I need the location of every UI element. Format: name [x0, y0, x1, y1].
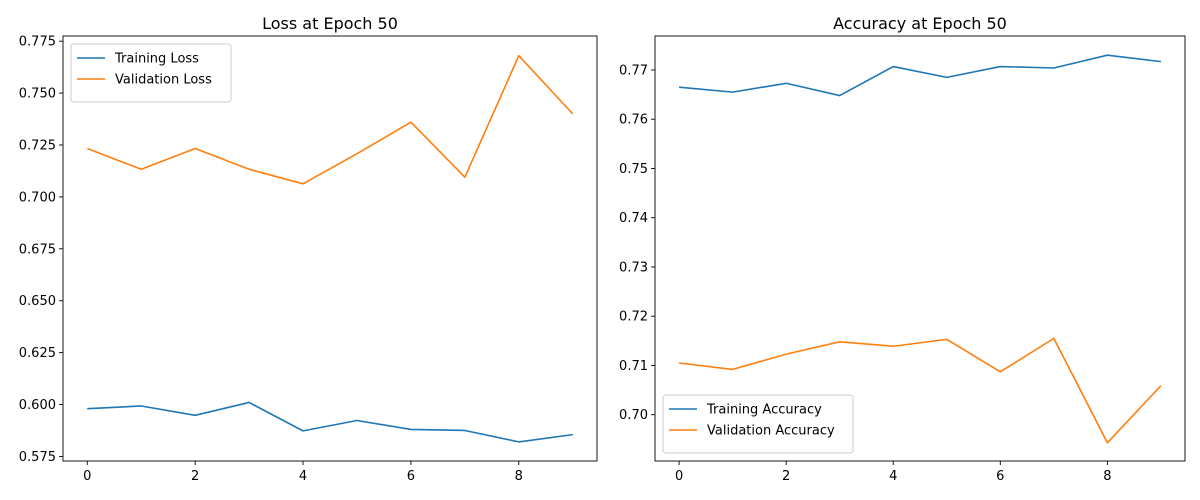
y-tick-label: 0.72	[619, 310, 648, 325]
y-tick-label: 0.725	[19, 139, 56, 154]
legend-box	[70, 43, 232, 103]
y-tick-label: 0.71	[619, 359, 648, 374]
series-line-2	[678, 337, 1162, 444]
x-tick-label: 2	[191, 469, 199, 484]
chart-panel-1: Loss at Epoch 50 0 2 4 6 8 0.575 0.600 0.625 0.65…	[19, 14, 598, 484]
x-tick-label: 0	[675, 469, 683, 484]
y-tick-label: 0.76	[619, 113, 648, 128]
y-tick-label: 0.775	[19, 35, 56, 50]
y-tick-label: 0.675	[19, 242, 56, 257]
x-tick-label: 4	[299, 469, 307, 484]
y-tick-label: 0.625	[19, 346, 56, 361]
y-tick-label: 0.700	[19, 190, 56, 205]
y-tick-label: 0.70	[619, 408, 648, 423]
legend-box	[662, 394, 854, 454]
y-tick-label: 0.75	[619, 162, 648, 177]
x-tick-label: 6	[996, 469, 1004, 484]
series-line-1	[679, 54, 1162, 97]
y-tick-label: 0.74	[619, 211, 648, 226]
chart-title: Accuracy at Epoch 50	[833, 14, 1007, 33]
legend-label: Validation Loss	[115, 73, 212, 88]
chart-title: Loss at Epoch 50	[262, 14, 398, 33]
series-line-2	[86, 54, 574, 185]
y-tick-label: 0.575	[19, 450, 56, 465]
y-tick-label: 0.77	[619, 63, 648, 78]
legend-label: Validation Accuracy	[707, 424, 835, 439]
y-tick-label: 0.73	[619, 260, 648, 275]
x-tick-label: 0	[83, 469, 91, 484]
y-tick-label: 0.600	[19, 398, 56, 413]
chart-panel-2: Accuracy at Epoch 50 0 2 4 6 8 0.70 0.71 0.72 0.7…	[619, 14, 1186, 484]
x-tick-label: 4	[889, 469, 897, 484]
x-tick-label: 8	[515, 469, 523, 484]
y-tick-label: 0.750	[19, 87, 56, 102]
axes-frame	[654, 35, 1186, 462]
x-tick-label: 6	[407, 469, 415, 484]
legend: Training Loss Validation Loss	[70, 43, 232, 103]
x-tick-label: 8	[1103, 469, 1111, 484]
legend-label: Training Loss	[114, 52, 199, 67]
legend: Training Accuracy Validation Accuracy	[662, 394, 854, 454]
y-tick-label: 0.650	[19, 294, 56, 309]
series-line-1	[87, 401, 573, 443]
legend-label: Training Accuracy	[706, 403, 822, 418]
x-tick-label: 2	[782, 469, 790, 484]
